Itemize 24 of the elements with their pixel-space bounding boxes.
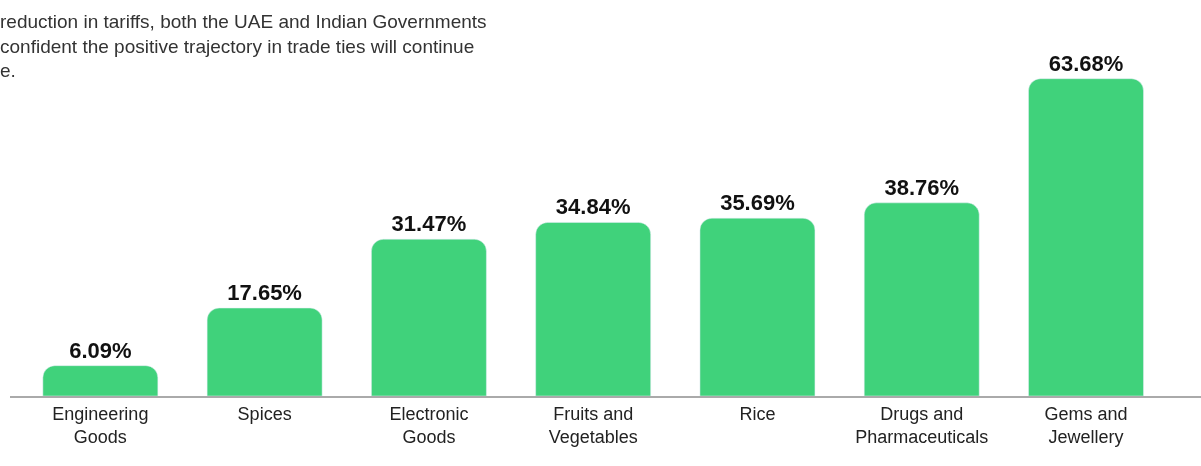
text: confident the positive trajectory in trade ties will continue [0, 35, 475, 57]
data-label: 38.76% [884, 174, 960, 200]
x-tick-label: Spices [237, 403, 292, 424]
bar [371, 238, 487, 396]
data-label: 17.65% [227, 280, 302, 306]
bar [206, 307, 323, 396]
bar [699, 217, 816, 396]
x-tick-label: Rice [739, 403, 776, 424]
x-tick-label: Engineering Goods [52, 403, 149, 447]
bar [42, 365, 159, 396]
data-label: 31.47% [391, 211, 467, 237]
data-label: 35.69% [720, 190, 795, 216]
x-tick-label: Gems and Jewellery [1044, 403, 1128, 447]
data-label: 34.84% [555, 194, 631, 220]
data-label: 63.68% [1048, 50, 1124, 76]
data-label: 6.09% [69, 337, 132, 363]
bar [863, 202, 980, 396]
x-tick-label: Fruits and Vegetables [548, 403, 638, 447]
x-tick-label: Electronic Goods [389, 403, 469, 447]
x-tick-label: Drugs and Pharmaceuticals [855, 403, 989, 447]
bar [1028, 78, 1144, 396]
bar [535, 222, 651, 396]
annotation: e. [0, 60, 16, 82]
text: reduction in tariffs, both the UAE and Indian Governments [0, 11, 487, 32]
